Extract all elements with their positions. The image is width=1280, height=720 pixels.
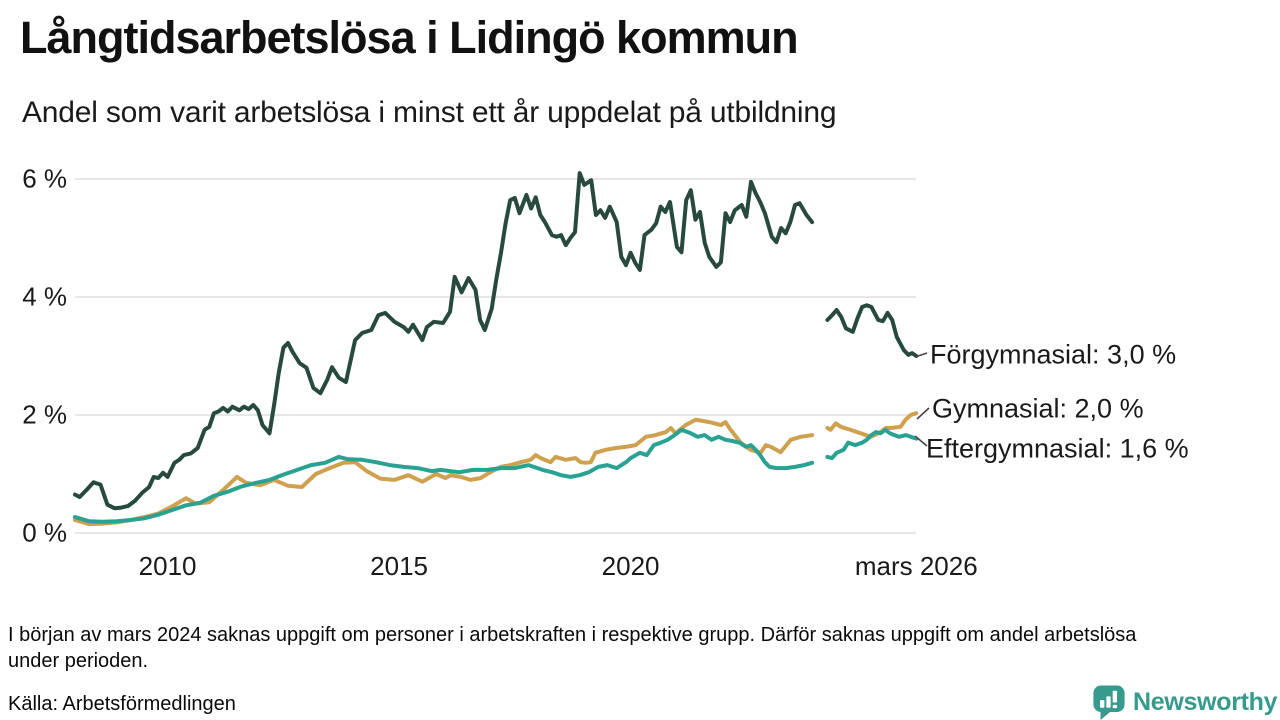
y-tick-label: 0 % (22, 517, 67, 548)
newsworthy-wordmark: Newsworthy (1133, 688, 1278, 716)
page-title: Långtidsarbetslösa i Lidingö kommun (20, 12, 799, 63)
footnote: I början av mars 2024 saknas uppgift om … (8, 624, 1137, 672)
series-end-label-gymnasial: Gymnasial: 2,0 % (932, 393, 1144, 424)
series-line-eftergymnasial (73, 427, 815, 524)
x-tick-label: 2010 (138, 551, 197, 581)
series-line-gymnasial (73, 417, 815, 527)
page-subtitle: Andel som varit arbetslösa i minst ett å… (22, 96, 837, 129)
series-end-label-forgymnasial: Förgymnasial: 3,0 % (930, 339, 1177, 370)
series-line-förgymnasial (73, 171, 815, 511)
y-tick-label: 4 % (22, 281, 67, 312)
x-tick-label: 2020 (601, 551, 660, 581)
series-line-eftergymnasial (825, 427, 919, 461)
y-tick-label: 6 % (22, 163, 67, 194)
legend-connector (914, 435, 928, 447)
newsworthy-logo: Newsworthy (1092, 684, 1278, 720)
y-tick-label: 2 % (22, 399, 67, 430)
x-tick-label: mars 2026 (854, 551, 978, 581)
gridlines (75, 178, 916, 534)
legend-connectors (914, 352, 930, 447)
bar-chart-speech-bubble-icon (1093, 685, 1125, 720)
legend-connector (914, 352, 928, 358)
series-line-förgymnasial (825, 303, 919, 358)
source-label: Källa: Arbetsförmedlingen (8, 693, 236, 715)
legend-connector (916, 407, 930, 420)
series-lines (73, 171, 919, 527)
x-tick-label: 2015 (370, 551, 429, 581)
series-end-label-eftergymnasial: Eftergymnasial: 1,6 % (926, 433, 1189, 464)
